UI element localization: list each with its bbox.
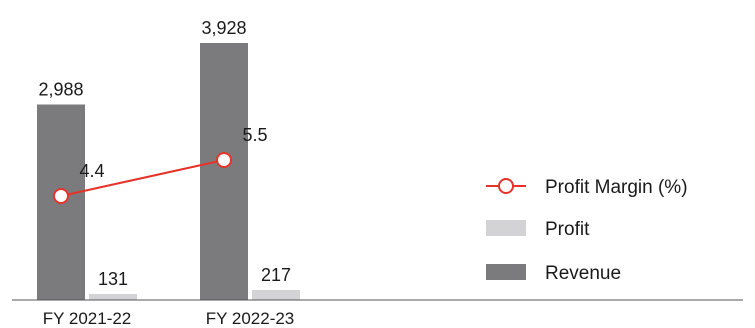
x-tick-label: FY 2022-23 bbox=[206, 309, 295, 328]
profit-margin-value-label: 4.4 bbox=[79, 161, 104, 181]
line-series-group bbox=[53, 152, 232, 204]
x-tick-labels-group: FY 2021-22 FY 2022-23 bbox=[43, 309, 295, 328]
value-labels-group: 2,988 131 3,928 217 4.4 5.5 bbox=[38, 18, 291, 289]
revenue-value-label: 3,928 bbox=[201, 18, 246, 38]
profit-bar bbox=[252, 290, 300, 300]
profit-bar bbox=[89, 293, 137, 300]
bar-group bbox=[37, 43, 300, 300]
legend-bar-swatch bbox=[486, 264, 526, 280]
legend-label: Profit bbox=[545, 219, 590, 240]
legend-marker-swatch bbox=[498, 178, 514, 194]
profit-value-label: 131 bbox=[98, 269, 128, 289]
legend-bar-swatch bbox=[486, 220, 526, 236]
revenue-bar bbox=[200, 43, 248, 300]
profit-margin-point bbox=[216, 152, 232, 168]
x-tick-label: FY 2021-22 bbox=[43, 309, 132, 328]
revenue-value-label: 2,988 bbox=[38, 80, 83, 100]
profit-margin-line bbox=[60, 159, 225, 197]
legend-label: Revenue bbox=[545, 263, 621, 284]
legend-label: Profit Margin (%) bbox=[545, 177, 688, 198]
profit-margin-point bbox=[53, 188, 69, 204]
profit-value-label: 217 bbox=[261, 265, 291, 285]
legend-item-profit-margin: Profit Margin (%) bbox=[486, 177, 688, 198]
profit-margin-value-label: 5.5 bbox=[242, 125, 267, 145]
legend: Profit Margin (%) Profit Revenue bbox=[486, 177, 688, 284]
legend-item-revenue: Revenue bbox=[486, 263, 621, 284]
legend-item-profit: Profit bbox=[486, 219, 590, 240]
